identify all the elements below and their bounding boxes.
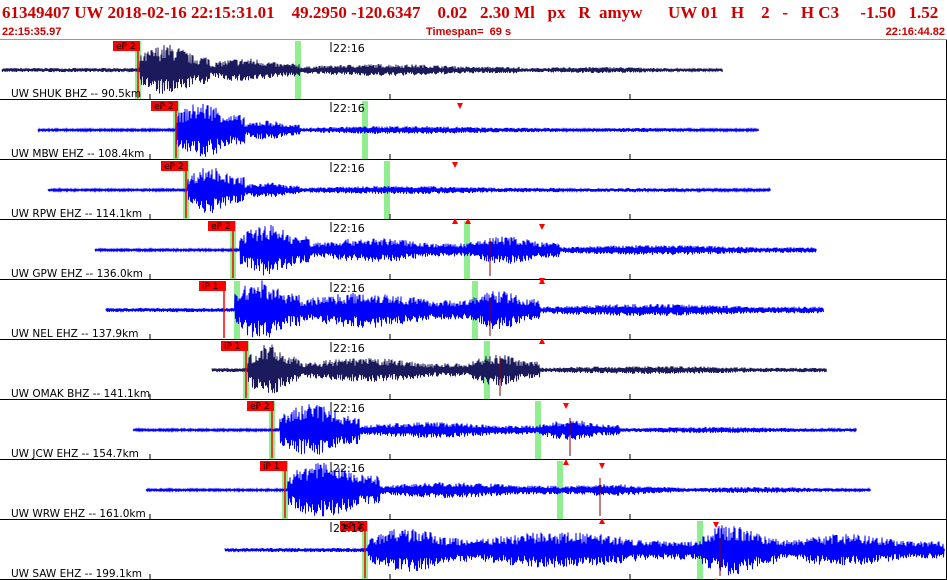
time-label: 22:16 <box>333 42 365 55</box>
station-label: UW GPW EHZ -- 136.0km <box>11 268 143 280</box>
pick-tag[interactable] <box>208 221 235 231</box>
end-time: 22:16:44.82 <box>885 26 945 38</box>
arrival-marker-down-icon[interactable] <box>563 403 569 409</box>
time-label: 22:16 <box>333 522 365 535</box>
arrival-marker-up-icon[interactable] <box>539 338 545 344</box>
waveform-trace[interactable] <box>37 103 759 157</box>
waveform-trace[interactable] <box>132 404 857 455</box>
waveform-trace[interactable] <box>105 280 824 338</box>
time-label: 22:16 <box>333 462 365 475</box>
pick-tag[interactable] <box>113 41 140 51</box>
station-label: UW NEL EHZ -- 137.9km <box>11 328 138 340</box>
pick-tag[interactable] <box>247 401 274 411</box>
station-label: UW SHUK BHZ -- 90.5km <box>11 88 141 100</box>
waveform-trace[interactable] <box>1 44 723 94</box>
arrival-marker-up-icon[interactable] <box>599 518 605 524</box>
arrival-marker-down-icon[interactable] <box>599 463 605 469</box>
time-label: 22:16 <box>333 162 365 175</box>
station-label: UW JCW EHZ -- 154.7km <box>11 448 139 460</box>
arrival-marker-down-icon[interactable] <box>457 103 463 109</box>
arrival-marker-down-icon[interactable] <box>539 224 545 230</box>
time-label: 22:16 <box>333 342 365 355</box>
waveform-trace[interactable] <box>47 168 771 213</box>
pick-tag[interactable] <box>340 521 367 531</box>
header-bar: 61349407 UW 2018-02-16 22:15:31.01 49.29… <box>0 0 947 40</box>
time-label: 22:16 <box>333 282 365 295</box>
time-label: 22:16 <box>333 102 365 115</box>
event-summary-title: 61349407 UW 2018-02-16 22:15:31.01 49.29… <box>2 3 939 22</box>
pick-tag[interactable] <box>199 281 226 291</box>
time-label: 22:16 <box>333 402 365 415</box>
time-label: 22:16 <box>333 222 365 235</box>
pick-label: eP 2 <box>154 102 174 112</box>
pick-label: iP 1 <box>202 282 219 292</box>
station-label: UW WRW EHZ -- 161.0km <box>11 508 146 520</box>
pick-tag[interactable] <box>161 161 188 171</box>
waveform-trace[interactable] <box>224 525 945 576</box>
timespan: Timespan= 69 s <box>426 26 512 38</box>
pick-tag[interactable] <box>221 341 248 351</box>
pick-label: iP 1 <box>263 462 280 472</box>
waveform-trace[interactable] <box>145 462 871 517</box>
pick-tag[interactable] <box>151 101 178 111</box>
arrival-marker-down-icon[interactable] <box>452 162 458 168</box>
station-label: UW MBW EHZ -- 108.4km <box>11 148 144 160</box>
arrival-marker-up-icon[interactable] <box>452 218 458 224</box>
pick-label: eP 2 <box>116 42 136 52</box>
header-divider <box>0 39 947 40</box>
pick-label: eP 2 <box>250 402 270 412</box>
waveform-trace[interactable] <box>211 344 827 394</box>
arrival-marker-down-icon[interactable] <box>539 278 545 284</box>
station-label: UW RPW EHZ -- 114.1km <box>11 208 142 220</box>
pick-label: eP 2 <box>164 162 184 172</box>
pick-tag[interactable] <box>260 461 287 471</box>
station-label: UW SAW EHZ -- 199.1km <box>11 568 142 580</box>
arrival-marker-up-icon[interactable] <box>465 218 471 224</box>
waveform-trace[interactable] <box>94 224 817 276</box>
station-label: UW OMAK BHZ -- 141.1km <box>11 388 150 400</box>
start-time: 22:15:35.97 <box>2 26 62 38</box>
arrival-marker-up-icon[interactable] <box>563 459 569 465</box>
pick-label: eP 2 <box>211 222 231 232</box>
pick-label: iP 1 <box>224 342 241 352</box>
pick-label: eP 2 <box>343 522 363 532</box>
arrival-marker-down-icon[interactable] <box>713 522 719 528</box>
